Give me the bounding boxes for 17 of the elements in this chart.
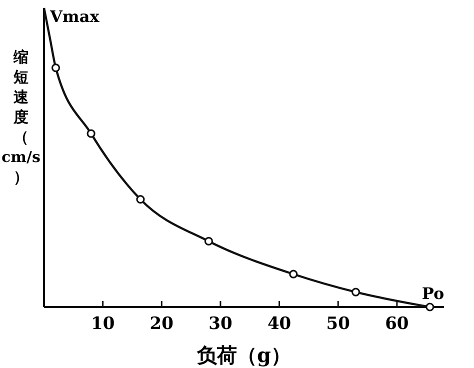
- point: [289, 270, 298, 278]
- x-axis-title: 负荷（g）: [196, 343, 291, 367]
- point: [86, 129, 96, 138]
- point: [51, 64, 60, 72]
- y-axis-title: 缩短速度（cm/s）: [2, 48, 40, 186]
- x-tick-label: 10: [90, 314, 115, 334]
- annotation: Po: [422, 284, 444, 303]
- point: [426, 302, 434, 312]
- point: [136, 195, 145, 204]
- x-tick-label: 20: [150, 314, 174, 334]
- annotation: Vmax: [49, 7, 100, 26]
- point: [351, 288, 360, 296]
- point: [204, 236, 214, 246]
- x-tick-label: 60: [385, 314, 409, 334]
- x-tick-label: 50: [326, 314, 350, 334]
- x-tick-label: 40: [267, 314, 292, 334]
- x-tick-label: 30: [208, 314, 232, 334]
